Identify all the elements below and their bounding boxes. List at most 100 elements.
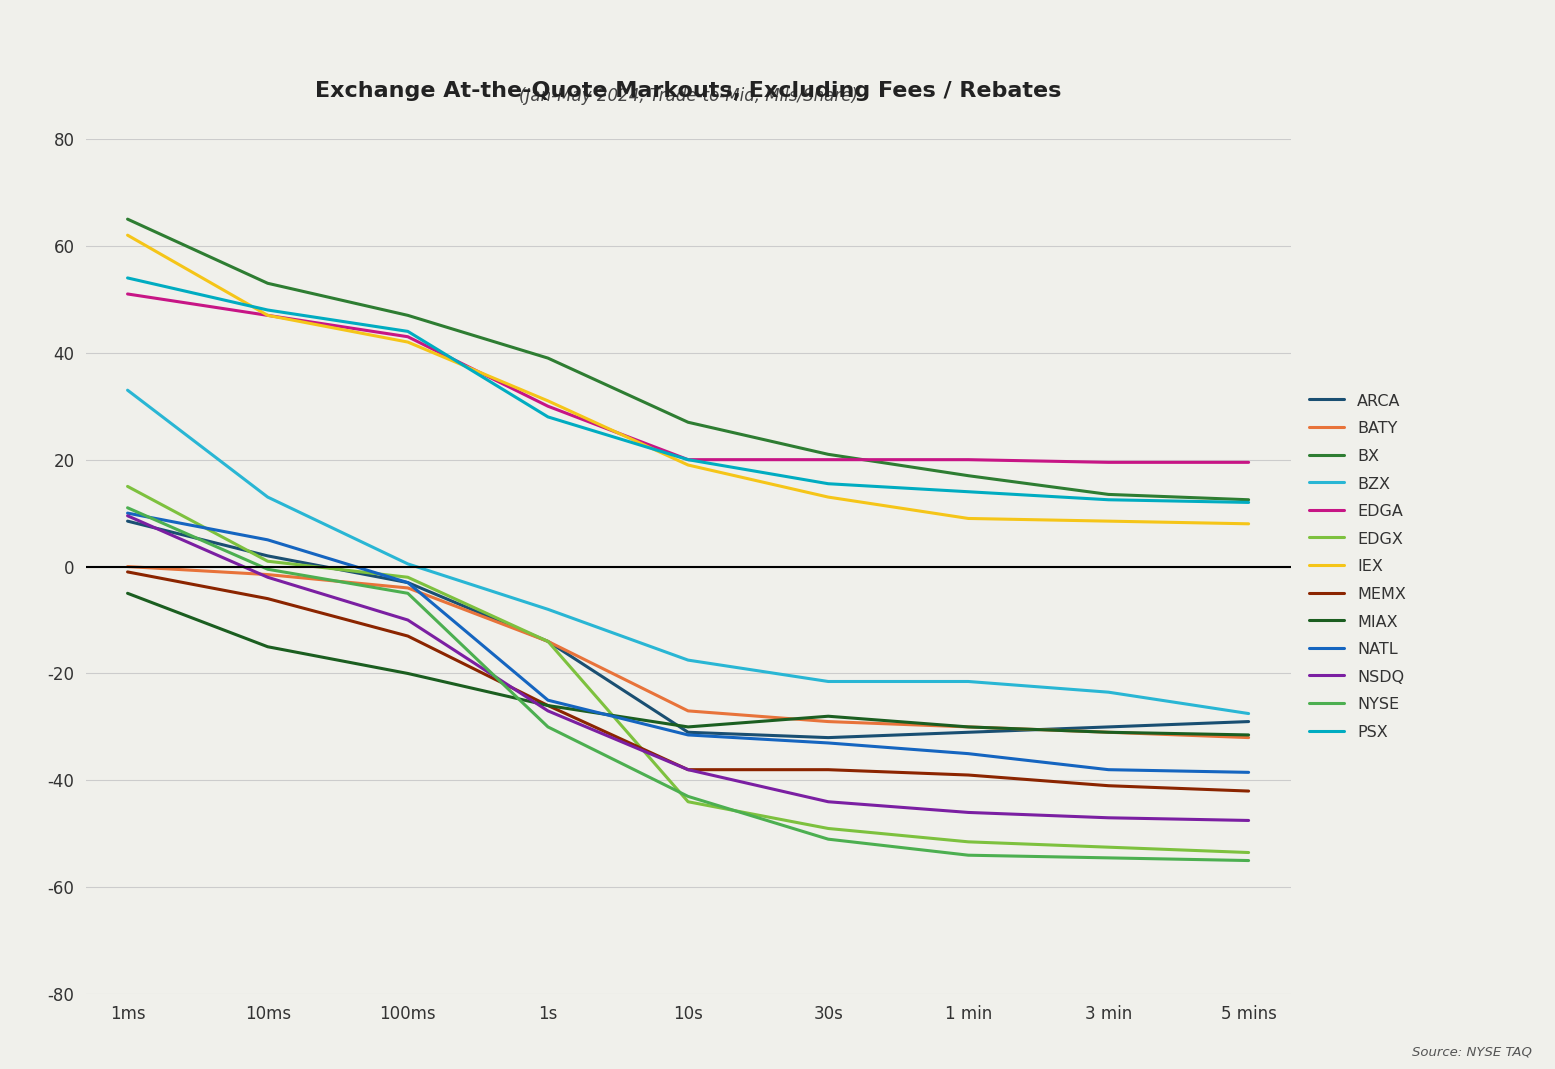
EDGX — [1099, 841, 1118, 854]
Line: NATL: NATL — [128, 513, 1249, 773]
EDGA — [398, 330, 417, 343]
IEX — [118, 229, 137, 242]
EDGA — [1239, 456, 1258, 469]
Title: Exchange At-the-Quote Markouts, Excluding Fees / Rebates: Exchange At-the-Quote Markouts, Excludin… — [316, 81, 1061, 102]
BZX — [118, 384, 137, 397]
EDGA — [1099, 456, 1118, 469]
NSDQ — [1099, 811, 1118, 824]
BX — [538, 352, 557, 365]
PSX — [118, 272, 137, 284]
NYSE — [258, 562, 277, 575]
ARCA — [118, 515, 137, 528]
Line: MEMX: MEMX — [128, 572, 1249, 791]
EDGX — [819, 822, 838, 835]
NATL — [1099, 763, 1118, 776]
IEX — [258, 309, 277, 322]
MIAX — [819, 710, 838, 723]
ARCA — [1099, 721, 1118, 733]
NATL — [118, 507, 137, 520]
PSX — [1239, 496, 1258, 509]
MEMX — [959, 769, 978, 781]
Line: ARCA: ARCA — [128, 522, 1249, 738]
MIAX — [1099, 726, 1118, 739]
MEMX — [1239, 785, 1258, 797]
BATY — [1239, 731, 1258, 744]
NYSE — [959, 849, 978, 862]
IEX — [819, 491, 838, 503]
EDGA — [258, 309, 277, 322]
PSX — [1099, 494, 1118, 507]
BZX — [258, 491, 277, 503]
BX — [118, 213, 137, 226]
BZX — [1099, 686, 1118, 699]
BX — [398, 309, 417, 322]
IEX — [398, 336, 417, 348]
EDGA — [678, 453, 697, 466]
BATY — [1099, 726, 1118, 739]
NYSE — [1239, 854, 1258, 867]
MEMX — [538, 699, 557, 712]
MIAX — [959, 721, 978, 733]
BX — [819, 448, 838, 461]
Line: BATY: BATY — [128, 567, 1249, 738]
NATL — [258, 533, 277, 546]
BX — [959, 469, 978, 482]
PSX — [678, 453, 697, 466]
BZX — [1239, 708, 1258, 721]
Text: Source: NYSE TAQ: Source: NYSE TAQ — [1412, 1045, 1532, 1058]
Line: NYSE: NYSE — [128, 508, 1249, 861]
Line: EDGX: EDGX — [128, 486, 1249, 853]
Line: MIAX: MIAX — [128, 593, 1249, 735]
MIAX — [538, 699, 557, 712]
ARCA — [678, 726, 697, 739]
BATY — [258, 569, 277, 582]
EDGA — [118, 288, 137, 300]
Legend: ARCA, BATY, BX, BZX, EDGA, EDGX, IEX, MEMX, MIAX, NATL, NSDQ, NYSE, PSX: ARCA, BATY, BX, BZX, EDGA, EDGX, IEX, ME… — [1303, 387, 1412, 746]
EDGX — [678, 795, 697, 808]
ARCA — [258, 549, 277, 562]
NSDQ — [538, 704, 557, 717]
MEMX — [398, 630, 417, 642]
EDGX — [398, 571, 417, 584]
ARCA — [1239, 715, 1258, 728]
Text: (Jan-May 2024, Trade-to-Mid, Mils/Share): (Jan-May 2024, Trade-to-Mid, Mils/Share) — [518, 87, 858, 105]
MIAX — [1239, 729, 1258, 742]
EDGX — [118, 480, 137, 493]
PSX — [819, 478, 838, 491]
NSDQ — [398, 614, 417, 626]
Line: PSX: PSX — [128, 278, 1249, 502]
BATY — [538, 635, 557, 648]
MEMX — [118, 566, 137, 578]
BX — [258, 277, 277, 290]
PSX — [258, 304, 277, 316]
BX — [678, 416, 697, 429]
IEX — [1099, 515, 1118, 528]
BZX — [398, 558, 417, 571]
BZX — [819, 676, 838, 688]
BATY — [959, 721, 978, 733]
NSDQ — [118, 510, 137, 523]
MEMX — [258, 592, 277, 605]
NYSE — [398, 587, 417, 600]
NSDQ — [258, 571, 277, 584]
NYSE — [1099, 851, 1118, 864]
BZX — [678, 654, 697, 667]
NSDQ — [1239, 815, 1258, 827]
MIAX — [118, 587, 137, 600]
MIAX — [258, 640, 277, 653]
EDGA — [959, 453, 978, 466]
Line: IEX: IEX — [128, 235, 1249, 524]
BZX — [538, 603, 557, 616]
NYSE — [118, 501, 137, 514]
PSX — [959, 485, 978, 498]
NSDQ — [959, 806, 978, 819]
EDGX — [538, 635, 557, 648]
IEX — [538, 394, 557, 407]
ARCA — [538, 635, 557, 648]
ARCA — [819, 731, 838, 744]
NATL — [1239, 766, 1258, 779]
NATL — [678, 729, 697, 742]
Line: BX: BX — [128, 219, 1249, 500]
NATL — [538, 694, 557, 707]
BX — [1239, 494, 1258, 507]
